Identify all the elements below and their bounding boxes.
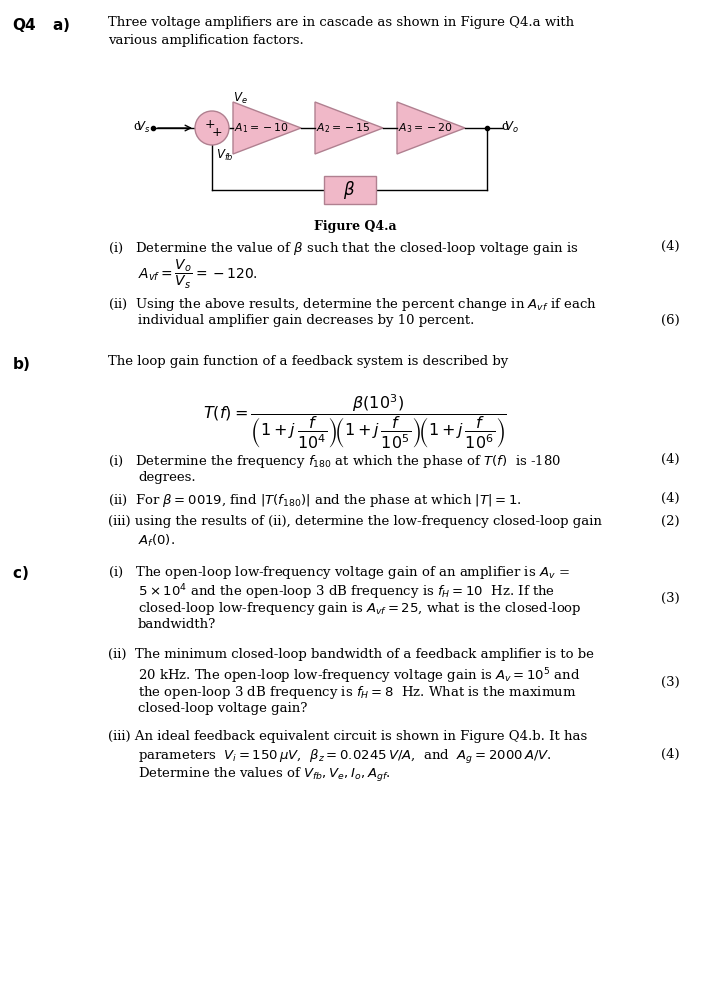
Text: $\beta$: $\beta$ <box>344 179 356 201</box>
Text: various amplification factors.: various amplification factors. <box>108 34 304 47</box>
Text: (4): (4) <box>662 240 680 253</box>
Text: (i)   The open-loop low-frequency voltage gain of an amplifier is $A_v$ =: (i) The open-loop low-frequency voltage … <box>108 564 570 581</box>
Text: 20 kHz. The open-loop low-frequency voltage gain is $A_v = 10^5$ and: 20 kHz. The open-loop low-frequency volt… <box>138 666 581 686</box>
Text: $A_{vf} = \dfrac{V_o}{V_s} = -120.$: $A_{vf} = \dfrac{V_o}{V_s} = -120.$ <box>138 258 258 291</box>
Text: (4): (4) <box>662 492 680 505</box>
Polygon shape <box>397 102 465 154</box>
Text: $\mathbf{c)}$: $\mathbf{c)}$ <box>12 564 28 582</box>
Text: (iii) using the results of (ii), determine the low-frequency closed-loop gain: (iii) using the results of (ii), determi… <box>108 515 602 528</box>
Text: (iii) An ideal feedback equivalent circuit is shown in Figure Q4.b. It has: (iii) An ideal feedback equivalent circu… <box>108 730 587 743</box>
Text: (i)   Determine the value of $\beta$ such that the closed-loop voltage gain is: (i) Determine the value of $\beta$ such … <box>108 240 579 257</box>
Text: $V_o$: $V_o$ <box>504 119 519 134</box>
Circle shape <box>195 111 229 145</box>
Text: (ii)  The minimum closed-loop bandwidth of a feedback amplifier is to be: (ii) The minimum closed-loop bandwidth o… <box>108 648 594 661</box>
Text: (ii)  For $\beta = 0019$, find $|T(f_{180})|$ and the phase at which $|T| = 1$.: (ii) For $\beta = 0019$, find $|T(f_{180… <box>108 492 522 509</box>
Text: $V_e$: $V_e$ <box>233 90 248 106</box>
Text: $A_1=-10$: $A_1=-10$ <box>234 121 289 135</box>
Text: Figure Q4.a: Figure Q4.a <box>314 220 396 233</box>
Text: o: o <box>501 120 508 133</box>
Text: +: + <box>212 126 222 139</box>
Text: (6): (6) <box>661 314 680 327</box>
Text: bandwidth?: bandwidth? <box>138 618 217 631</box>
Text: parameters  $V_i = 150\,\mu V$,  $\beta_z = 0.0245\,V/A$,  and  $A_g = 2000\,A/V: parameters $V_i = 150\,\mu V$, $\beta_z … <box>138 748 552 766</box>
Text: +: + <box>204 117 215 130</box>
Text: $T(f) = \dfrac{\beta(10^3)}{\left(1+j\,\dfrac{f}{10^4}\right)\!\left(1+j\,\dfrac: $T(f) = \dfrac{\beta(10^3)}{\left(1+j\,\… <box>203 393 507 451</box>
Text: o: o <box>134 120 141 133</box>
Polygon shape <box>315 102 383 154</box>
Text: (i)   Determine the frequency $f_{180}$ at which the phase of $T(f)$  is -180: (i) Determine the frequency $f_{180}$ at… <box>108 453 561 470</box>
Text: individual amplifier gain decreases by 10 percent.: individual amplifier gain decreases by 1… <box>138 314 474 327</box>
Text: closed-loop voltage gain?: closed-loop voltage gain? <box>138 702 307 715</box>
Text: $\mathbf{Q4}$: $\mathbf{Q4}$ <box>12 16 37 34</box>
Text: $\mathbf{b)}$: $\mathbf{b)}$ <box>12 355 31 373</box>
Text: $A_3=-20$: $A_3=-20$ <box>398 121 453 135</box>
Text: (ii)  Using the above results, determine the percent change in $A_{vf}$ if each: (ii) Using the above results, determine … <box>108 296 597 313</box>
Text: (4): (4) <box>662 748 680 761</box>
Text: $A_f(0)$.: $A_f(0)$. <box>138 533 175 549</box>
Text: Determine the values of $V_{fb},V_e,I_o,A_{gf}$.: Determine the values of $V_{fb},V_e,I_o,… <box>138 766 391 784</box>
Text: the open-loop 3 dB frequency is $f_H = 8$  Hz. What is the maximum: the open-loop 3 dB frequency is $f_H = 8… <box>138 684 577 701</box>
Text: (3): (3) <box>661 592 680 605</box>
Text: (2): (2) <box>662 515 680 528</box>
Text: (3): (3) <box>661 676 680 689</box>
Text: $A_2=-15$: $A_2=-15$ <box>316 121 371 135</box>
Text: $5\times10^4$ and the open-loop 3 dB frequency is $f_H = 10$  Hz. If the: $5\times10^4$ and the open-loop 3 dB fre… <box>138 582 555 601</box>
Text: $V_{fb}$: $V_{fb}$ <box>216 148 234 163</box>
Polygon shape <box>233 102 301 154</box>
Text: (4): (4) <box>662 453 680 466</box>
Text: closed-loop low-frequency gain is $A_{vf} = 25$, what is the closed-loop: closed-loop low-frequency gain is $A_{vf… <box>138 600 581 617</box>
FancyBboxPatch shape <box>324 176 376 204</box>
Text: $\mathbf{a)}$: $\mathbf{a)}$ <box>52 16 70 34</box>
Text: The loop gain function of a feedback system is described by: The loop gain function of a feedback sys… <box>108 355 508 368</box>
Text: Three voltage amplifiers are in cascade as shown in Figure Q4.a with: Three voltage amplifiers are in cascade … <box>108 16 574 29</box>
Text: $V_s$: $V_s$ <box>136 119 150 134</box>
Text: degrees.: degrees. <box>138 471 196 484</box>
